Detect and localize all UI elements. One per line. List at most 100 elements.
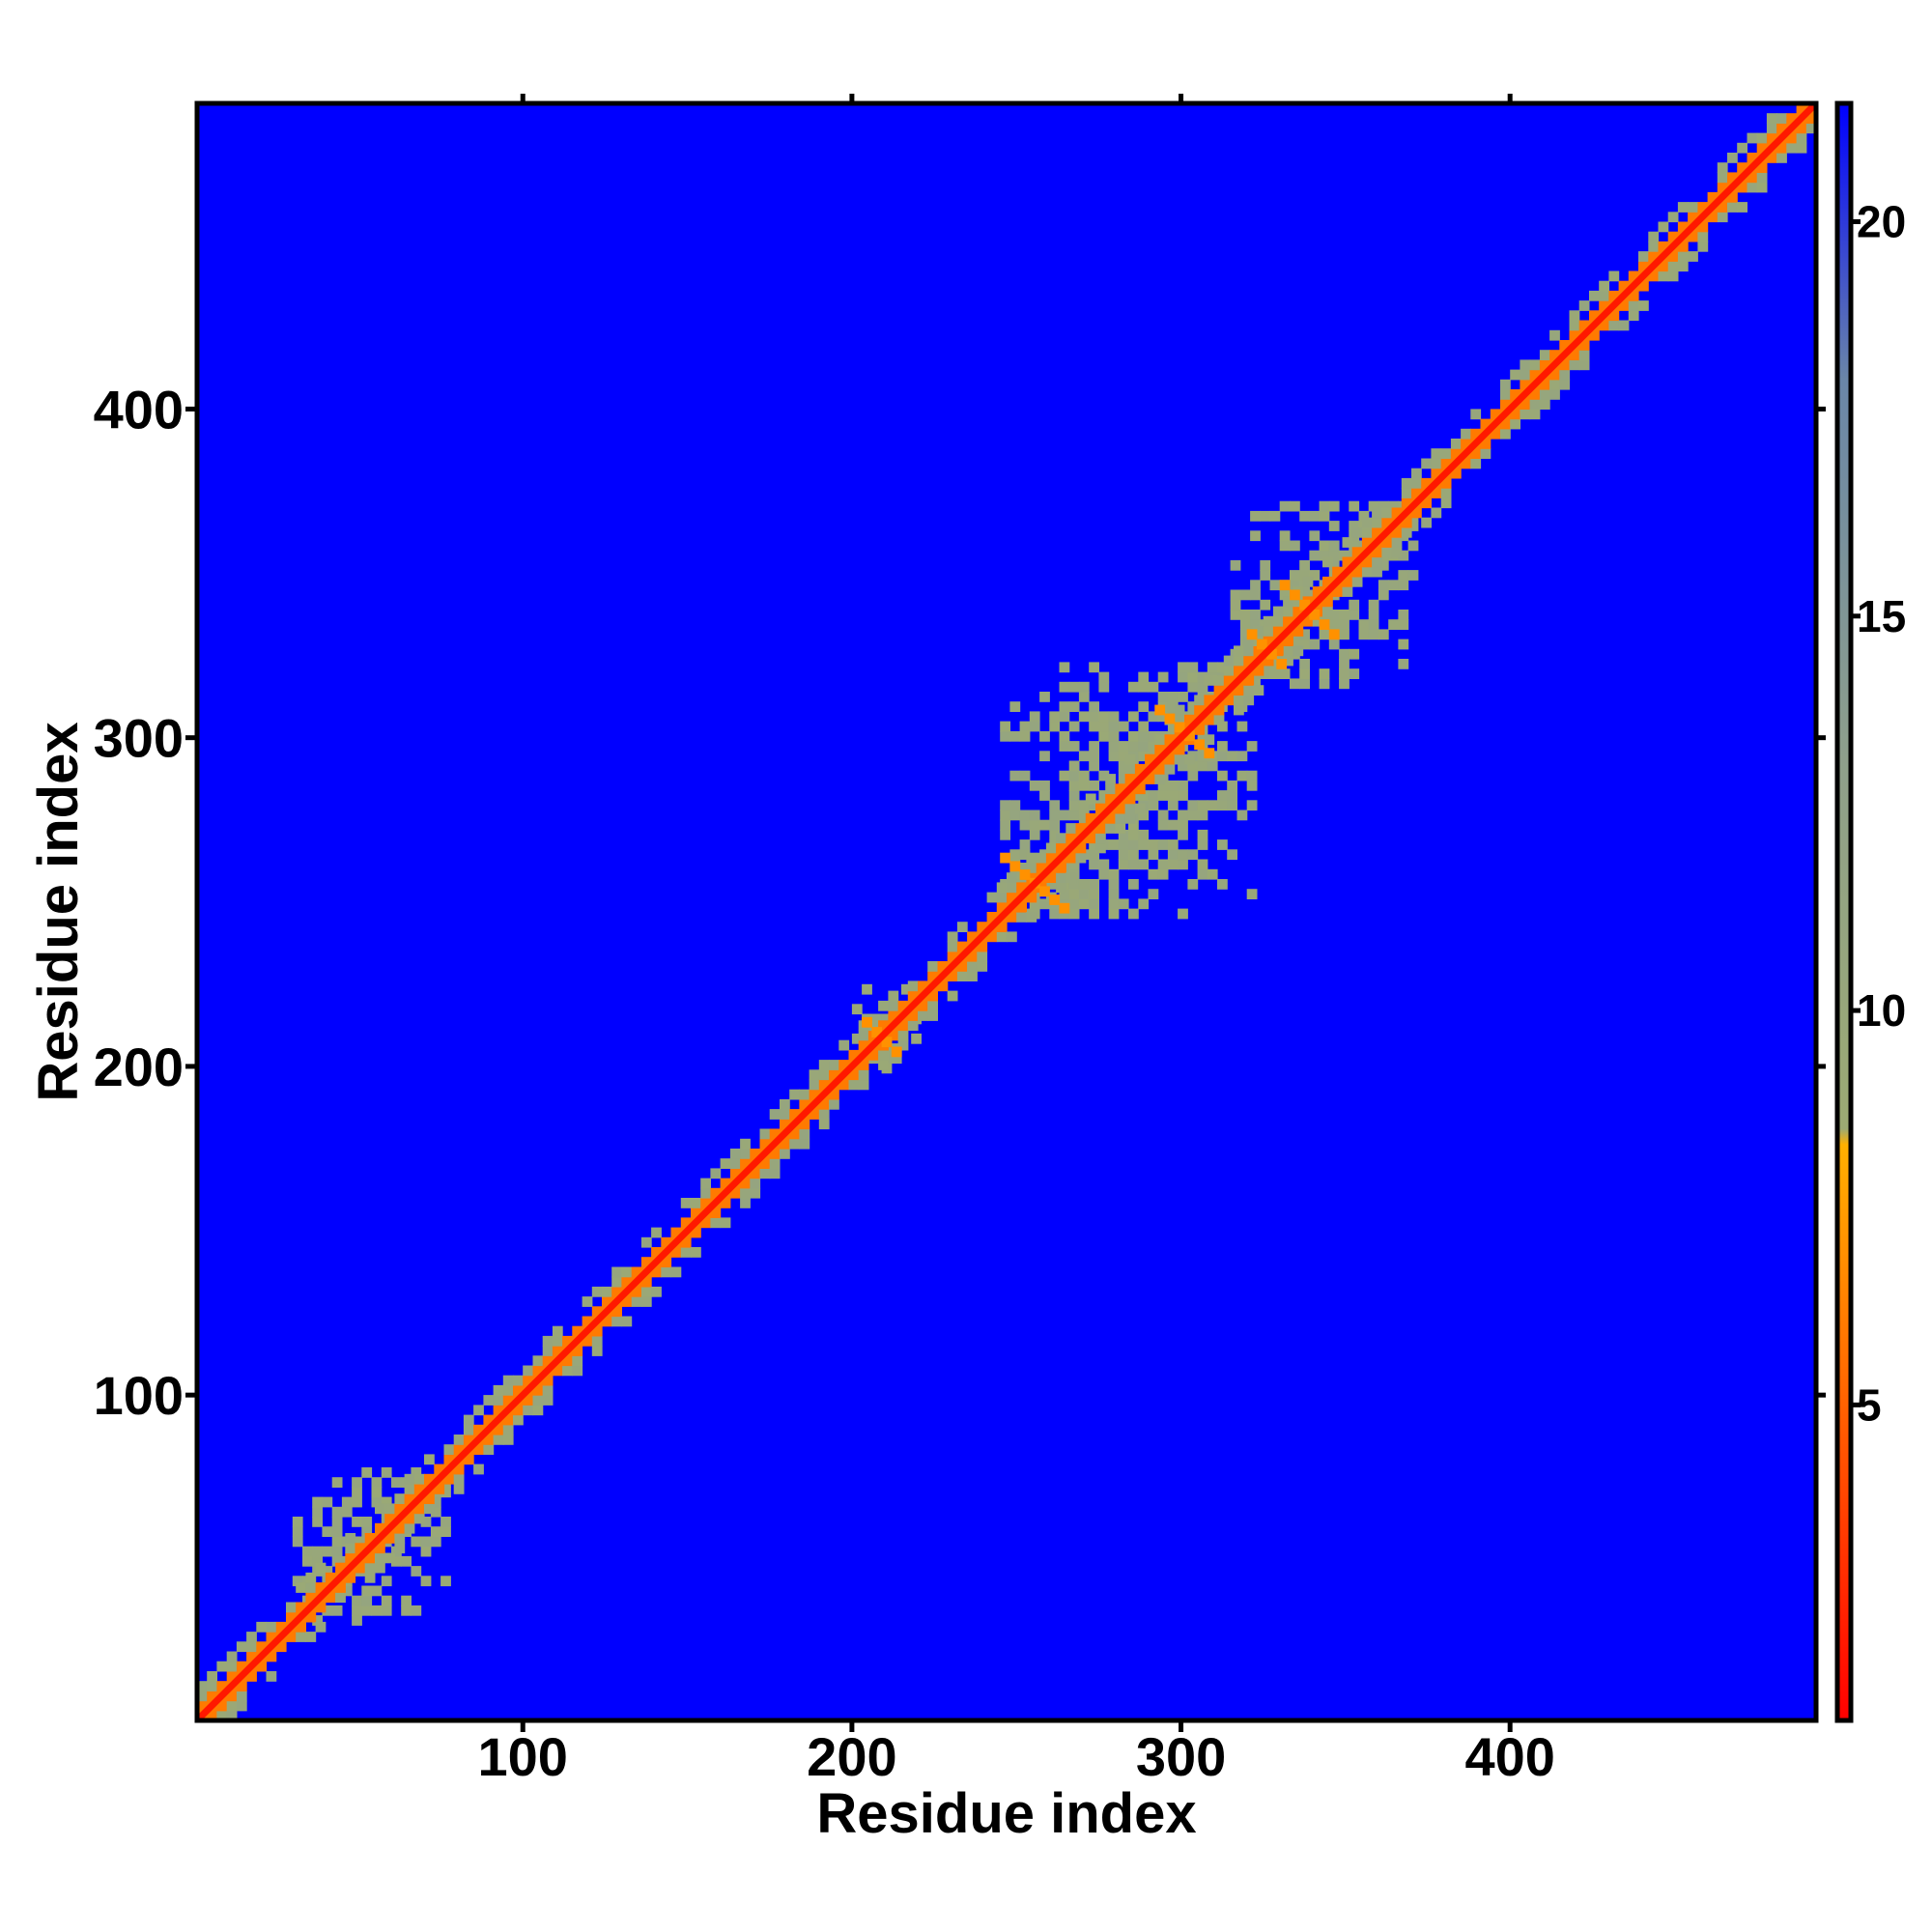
band-cell [809, 1109, 820, 1120]
contact-cell [1339, 629, 1350, 640]
contact-cell [1000, 730, 1010, 742]
band-cell [729, 1168, 741, 1179]
contact-cell [430, 1506, 441, 1518]
band-cell [1293, 626, 1304, 637]
band-cell [1727, 202, 1738, 213]
band-cell [1747, 153, 1758, 163]
band-cell [1154, 763, 1166, 775]
contact-cell [1049, 800, 1061, 811]
band-cell [502, 1375, 514, 1386]
band-cell [513, 1384, 524, 1396]
band-cell [1293, 645, 1304, 657]
band-cell [1253, 626, 1264, 637]
band-cell [1174, 704, 1185, 716]
band-cell [1766, 123, 1777, 134]
band-cell [789, 1138, 800, 1150]
band-cell [1697, 221, 1709, 233]
contact-cell [1328, 500, 1340, 512]
band-cell [1470, 428, 1482, 440]
band-cell [602, 1286, 612, 1297]
band-cell [542, 1355, 554, 1367]
band-cell [720, 1158, 731, 1169]
contact-cell [1290, 678, 1300, 690]
contact-cell [1059, 770, 1070, 781]
band-cell [305, 1582, 317, 1593]
band-cell [375, 1543, 385, 1554]
contact-cell [1029, 898, 1040, 910]
contact-cell [1368, 629, 1379, 640]
plot-frame [194, 100, 1819, 1723]
band-cell [1697, 241, 1709, 252]
contact-cell [1089, 839, 1099, 850]
band-cell [996, 892, 1008, 903]
cross-contact-cell [1290, 589, 1300, 601]
band-cell [1520, 409, 1531, 420]
contact-cell [1068, 898, 1080, 910]
band-cell [1599, 320, 1609, 331]
contact-cell [1349, 610, 1360, 620]
band-cell [1756, 162, 1768, 173]
band-cell [1796, 132, 1807, 144]
band-cell [661, 1266, 672, 1278]
band-cell [1677, 241, 1689, 252]
contact-cell [1068, 760, 1080, 772]
band-cell [315, 1602, 327, 1613]
contact-cell [1299, 559, 1310, 571]
band-cell [394, 1543, 406, 1554]
contact-cell [1089, 859, 1099, 870]
band-cell [246, 1632, 257, 1642]
band-cell [640, 1296, 652, 1307]
contact-cell [1299, 678, 1310, 690]
band-cell [1667, 270, 1679, 282]
contact-cell [1187, 879, 1199, 890]
band-cell [1776, 153, 1787, 163]
band-cell [967, 951, 978, 962]
contact-cell [440, 1487, 451, 1498]
band-cell [582, 1316, 593, 1327]
band-cell [661, 1257, 672, 1267]
contact-cell [1187, 849, 1199, 861]
band-cell [1717, 172, 1728, 184]
contact-cell [1388, 619, 1399, 630]
y-tick-label: 200 [94, 1037, 184, 1097]
band-cell [897, 1030, 909, 1041]
contact-cell [1279, 589, 1291, 601]
contact-cell [1157, 711, 1169, 723]
band-cell [1194, 724, 1205, 735]
contact-cell [1078, 751, 1090, 762]
contact-cell [331, 1517, 343, 1527]
band-cell [345, 1533, 356, 1544]
band-cell [947, 971, 958, 981]
band-cell [967, 971, 978, 981]
contact-cell [352, 1605, 362, 1616]
band-cell [602, 1316, 612, 1327]
band-cell [364, 1552, 376, 1564]
contact-cell [1178, 829, 1188, 840]
band-cell [1727, 191, 1738, 203]
contact-cell [381, 1605, 392, 1616]
contact-cell [1049, 711, 1061, 723]
cross-contact-cell [1299, 599, 1310, 611]
band-cell [532, 1384, 544, 1396]
contact-cell [1009, 701, 1021, 712]
contact-cell [1068, 810, 1080, 821]
band-cell [1026, 912, 1037, 923]
contact-cell [1039, 790, 1050, 801]
contact-cell [361, 1526, 373, 1537]
band-cell [286, 1632, 297, 1642]
cross-contact-cell [1246, 629, 1258, 640]
contact-cell [1290, 500, 1300, 512]
band-cell [799, 1138, 810, 1150]
contact-cell [1078, 681, 1090, 693]
contact-cell [1178, 819, 1188, 831]
contact-cell [1089, 879, 1099, 890]
contact-cell [1207, 800, 1218, 811]
contact-cell [1250, 589, 1261, 601]
band-cell [1667, 212, 1679, 223]
band-cell [256, 1661, 268, 1672]
contact-cell [1068, 908, 1080, 920]
band-cell [1608, 290, 1620, 301]
band-cell [1204, 695, 1215, 706]
band-cell [1085, 793, 1096, 805]
band-cell [888, 1010, 899, 1021]
